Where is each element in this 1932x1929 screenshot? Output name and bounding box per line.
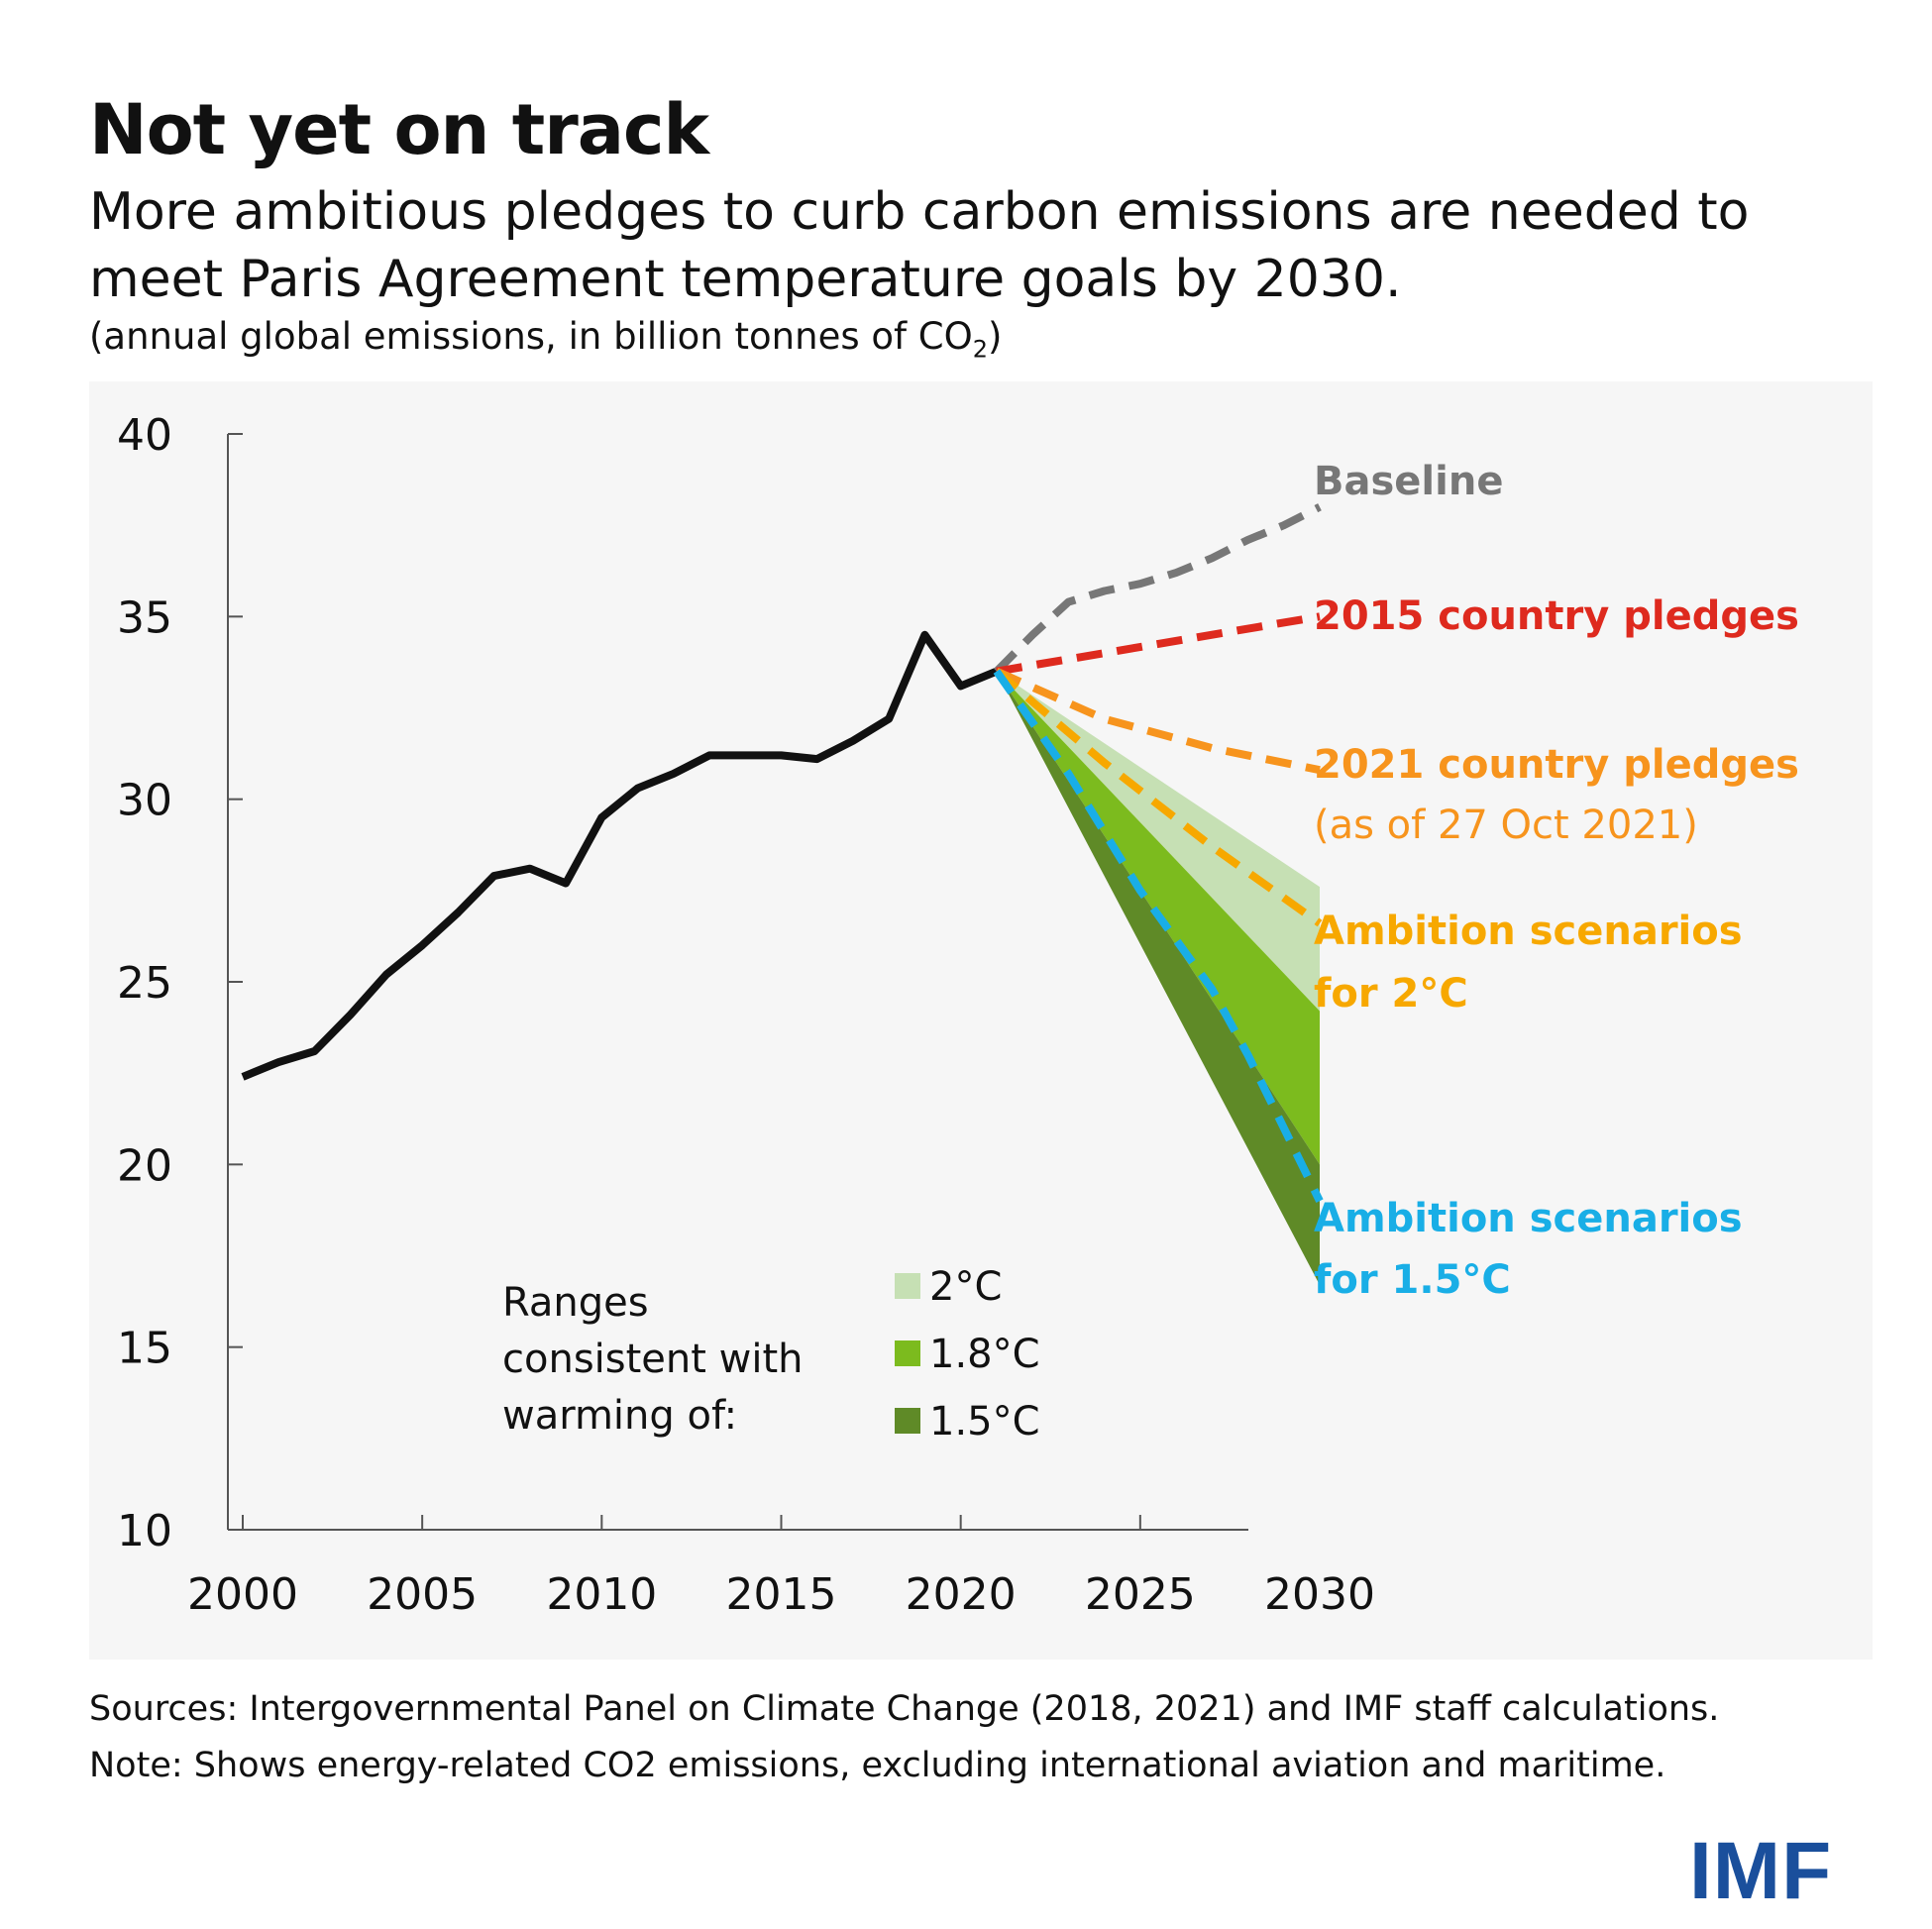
annotation-2015-pledges: 2015 country pledges: [1314, 593, 1799, 639]
chart-title: Not yet on track: [89, 89, 709, 170]
legend: Ranges consistent with warming of: 2°C 1…: [502, 1264, 1040, 1445]
x-tick-label: 2020: [906, 1569, 1017, 1620]
y-tick-label: 40: [117, 410, 172, 461]
annotation-ambition-15c-line1: Ambition scenarios: [1314, 1196, 1743, 1241]
imf-logo: IMF: [1689, 1826, 1833, 1916]
legend-title-line1: Ranges: [502, 1280, 649, 1326]
y-tick-label: 25: [117, 958, 172, 1009]
chart-subtitle: More ambitious pledges to curb carbon em…: [89, 182, 1750, 309]
units-subscript: 2: [972, 335, 989, 364]
legend-label-1-8c: 1.8°C: [929, 1332, 1040, 1377]
annotation-2021-pledges: 2021 country pledges: [1314, 742, 1799, 788]
y-tick-label: 15: [117, 1324, 172, 1374]
annotation-ambition-2c-line2: for 2°C: [1314, 971, 1468, 1017]
legend-swatch-2c: [895, 1273, 920, 1299]
legend-label-2c: 2°C: [929, 1264, 1002, 1310]
annotation-2021-pledges-note: (as of 27 Oct 2021): [1314, 803, 1698, 848]
series-line-2021-country-pledges: [995, 667, 1321, 775]
y-tick-label: 20: [117, 1140, 172, 1191]
series-line-ambition-scenarios-for-1-5-c: [993, 669, 1324, 1203]
x-tick-label: 2010: [546, 1569, 657, 1620]
x-tick-label: 2015: [726, 1569, 837, 1620]
footnote: Note: Shows energy-related CO2 emissions…: [89, 1746, 1666, 1785]
x-tick-label: 2025: [1085, 1569, 1196, 1620]
band-1-5c: [996, 671, 1320, 1285]
annotation-ambition-2c-line1: Ambition scenarios: [1314, 909, 1743, 954]
series-line-ambition-scenarios-for-2-c: [994, 668, 1323, 927]
series-annotations: Baseline 2015 country pledges 2021 count…: [1314, 459, 1799, 1303]
units-label-close: ): [988, 315, 1003, 358]
legend-swatch-1-8c: [895, 1340, 920, 1366]
legend-label-1-5c: 1.5°C: [929, 1399, 1040, 1445]
y-tick-label: 35: [117, 592, 172, 643]
series-lines: [241, 503, 1324, 1203]
series-line-2015-country-pledges: [996, 612, 1321, 676]
annotation-baseline: Baseline: [1314, 459, 1503, 504]
annotation-ambition-15c-line2: for 1.5°C: [1314, 1257, 1511, 1303]
series-line-historical-emissions: [241, 630, 999, 1081]
legend-title-line3: warming of:: [502, 1393, 737, 1439]
y-tick-label: 30: [117, 776, 172, 826]
x-tick-label: 2000: [187, 1569, 298, 1620]
legend-swatch-1-5c: [895, 1408, 920, 1434]
chart-background: [89, 381, 1873, 1660]
x-tick-label: 2030: [1264, 1569, 1375, 1620]
legend-title-line2: consistent with: [502, 1337, 804, 1382]
units-label-text: (annual global emissions, in billion ton…: [89, 315, 973, 358]
units-label: (annual global emissions, in billion ton…: [89, 315, 1002, 363]
sources-note: Sources: Intergovernmental Panel on Clim…: [89, 1689, 1720, 1729]
x-tick-label: 2005: [367, 1569, 478, 1620]
y-tick-label: 10: [117, 1506, 172, 1556]
series-line-baseline: [994, 503, 1322, 675]
